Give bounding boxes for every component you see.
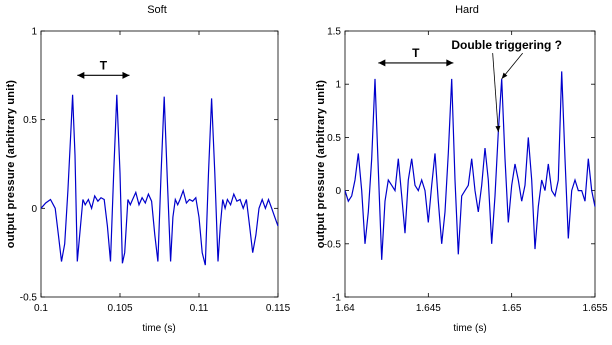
axis-ticks-soft: 0.1 0.105 0.11 0.115 -0.5 0 0.5 1	[20, 27, 291, 315]
chart-hard: Hard 1.64 1.645 1.65 1.655 -1 -0.5 0 0.5 1 1.5 T D…	[315, 4, 608, 334]
pointer-arrow-head	[501, 72, 508, 79]
y-tick-label: 0	[335, 186, 341, 197]
y-axis-label-hard: output pressure (arbitrary unit)	[315, 80, 327, 248]
period-label: T	[412, 46, 420, 60]
y-tick-label: 0.5	[23, 115, 37, 126]
chart-title-soft: Soft	[147, 4, 167, 16]
x-tick-label: 0.11	[190, 303, 209, 314]
series-line-hard	[344, 71, 596, 260]
chart-title-hard: Hard	[455, 4, 479, 16]
y-tick-label: 0	[31, 204, 37, 215]
x-tick-label: 0.115	[266, 303, 291, 314]
period-arrow-head-left	[378, 59, 386, 67]
y-tick-label: -0.5	[20, 293, 38, 304]
x-tick-label: 1.655	[582, 303, 607, 314]
x-tick-label: 1.65	[502, 303, 522, 314]
annotations-hard: T Double triggering ?	[378, 38, 562, 133]
plot-frame-soft	[40, 30, 279, 298]
pointer-arrow-line	[492, 53, 499, 133]
y-tick-label: 1	[335, 80, 341, 91]
axis-ticks-hard: 1.64 1.645 1.65 1.655 -1 -0.5 0 0.5 1 1.5	[324, 27, 608, 315]
pointer-arrow-head	[495, 125, 501, 133]
period-label: T	[100, 58, 108, 72]
x-axis-label-hard: time (s)	[453, 323, 486, 334]
period-arrow-head-right	[446, 59, 454, 67]
y-tick-label: 0.5	[327, 133, 341, 144]
annotations-soft: T	[77, 58, 130, 79]
period-arrow-head-right	[122, 71, 130, 79]
y-tick-label: 1	[31, 27, 37, 38]
double-triggering-label: Double triggering ?	[451, 38, 562, 52]
y-tick-label: -0.5	[324, 239, 342, 250]
x-tick-label: 1.64	[335, 303, 355, 314]
period-arrow-head-left	[77, 71, 85, 79]
series-line-soft	[40, 94, 279, 266]
plot-frame-hard	[344, 30, 596, 298]
y-tick-label: -1	[332, 293, 341, 304]
x-tick-label: 1.645	[416, 303, 441, 314]
chart-soft: Soft 0.1 0.105 0.11 0.115 -0.5 0 0.5 1 T time (…	[5, 4, 291, 334]
x-axis-label-soft: time (s)	[142, 323, 175, 334]
x-tick-label: 0.105	[107, 303, 132, 314]
x-tick-label: 0.1	[34, 303, 48, 314]
y-axis-label-soft: output pressure (arbitrary unit)	[5, 80, 17, 248]
y-tick-label: 1.5	[327, 27, 341, 38]
